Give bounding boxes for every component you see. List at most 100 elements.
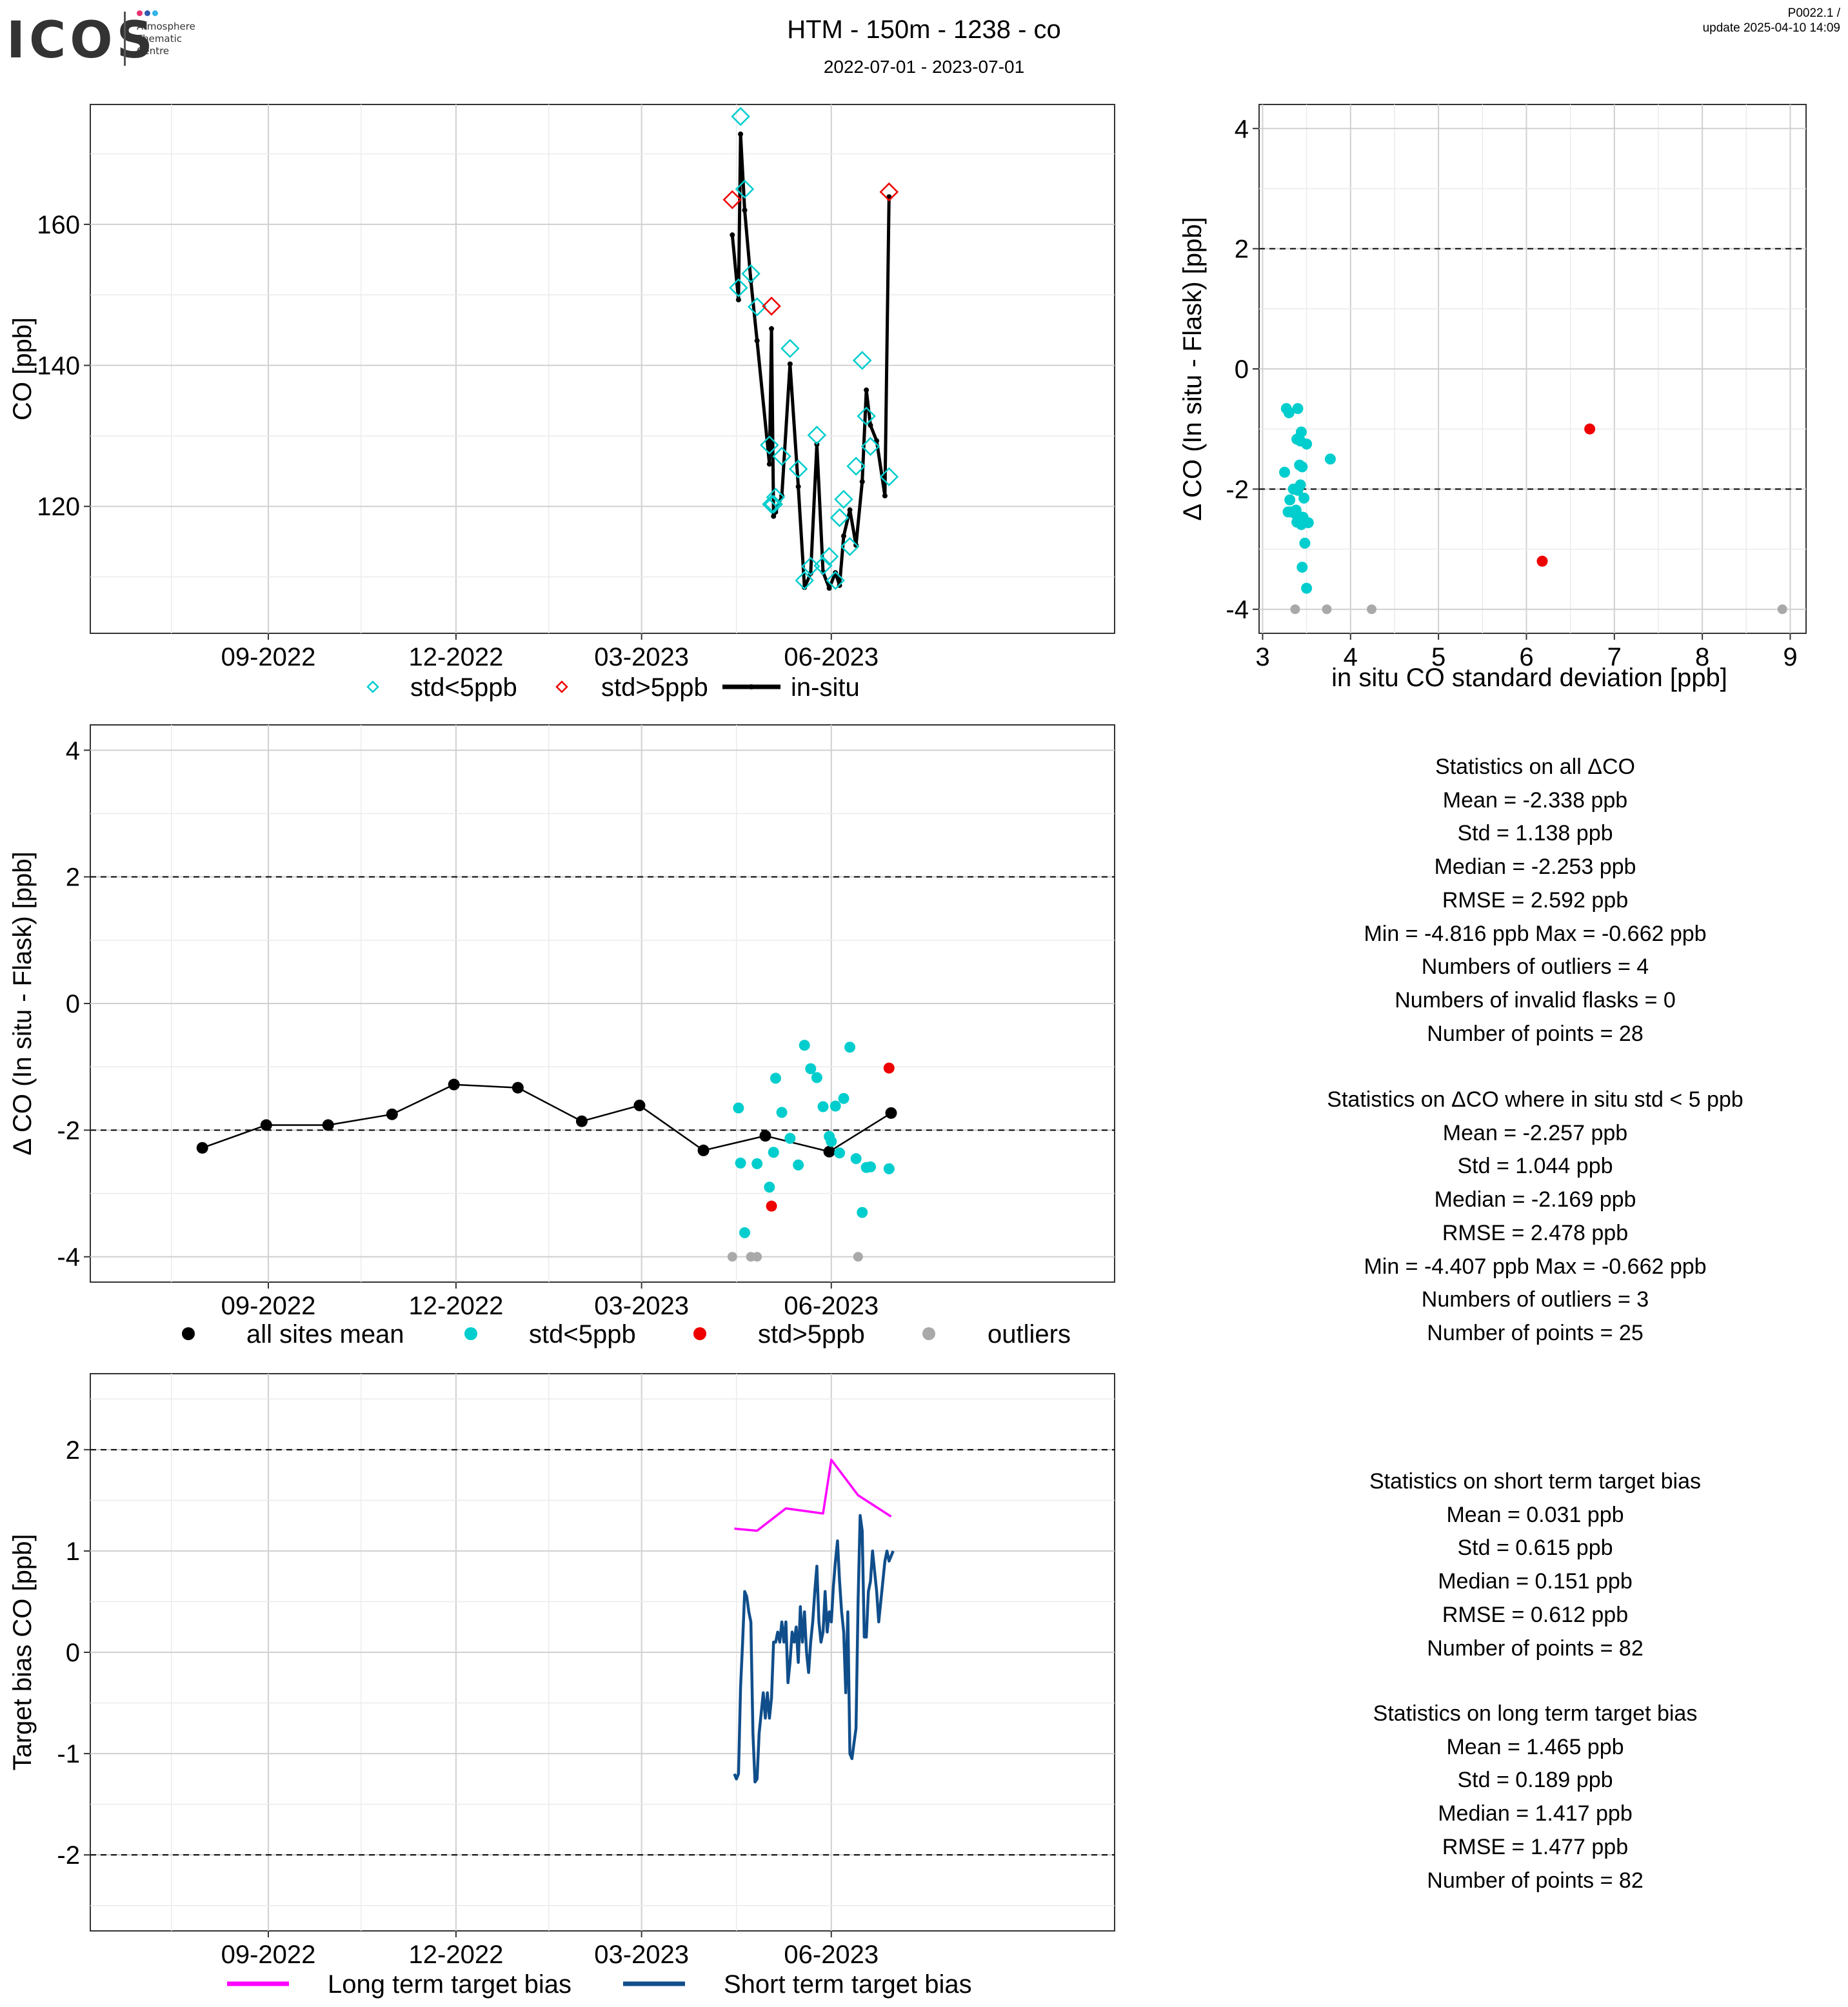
x-tick-label: 09-2022 [221, 1941, 316, 1969]
insitu-point [826, 586, 832, 591]
flask-std-gt5-marker [762, 296, 781, 316]
flask-std-lt5-marker [852, 351, 872, 370]
stats-all: Statistics on all ΔCO Mean = -2.338 ppb St… [1213, 751, 1848, 1051]
stats-std-lt5-line: RMSE = 2.478 ppb [1442, 1220, 1629, 1245]
long-term-bias-line [734, 1458, 892, 1532]
y-tick-label: 140 [37, 352, 80, 381]
product-code: P0022.1 / [1787, 6, 1840, 20]
all-sites-mean-point [697, 1144, 710, 1156]
stats-long-term: Statistics on long term target bias Mean … [1213, 1697, 1848, 1897]
plot-panel [90, 104, 1115, 634]
outlier-point [752, 1252, 762, 1262]
legend-key-std-lt5 [464, 1327, 477, 1340]
logo-subtitle-line: Centre [137, 45, 170, 57]
legend-key-insitu-point [749, 684, 754, 689]
std-gt5-point [766, 1200, 777, 1212]
y-axis-label: CO [ppb] [8, 317, 37, 420]
std-lt5-point [1295, 435, 1306, 447]
stats-short-term-line: RMSE = 0.612 ppb [1442, 1602, 1629, 1627]
x-tick-label: 03-2023 [594, 1292, 689, 1320]
flask-std-lt5-marker [729, 278, 748, 298]
std-lt5-point [751, 1158, 763, 1169]
std-lt5-point [1292, 403, 1304, 414]
legend-key-std-gt5 [693, 1327, 706, 1340]
outlier-point [727, 1252, 737, 1262]
insitu-point [771, 513, 777, 519]
all-sites-mean-point [260, 1119, 272, 1131]
std-lt5-point [784, 1132, 796, 1144]
flask-std-lt5-marker [860, 437, 880, 457]
flask-std-lt5-marker [741, 264, 760, 284]
stats-all-line: Std = 1.138 ppb [1457, 821, 1613, 846]
legend-label: std<5ppb [410, 673, 517, 702]
legend-label: std>5ppb [601, 673, 708, 702]
std-lt5-point [844, 1042, 856, 1053]
flask-std-gt5-marker [722, 190, 742, 210]
legend-label: in-situ [791, 673, 860, 702]
logo-text: ICOS [6, 12, 157, 70]
y-tick-label: 120 [37, 493, 80, 521]
flask-std-lt5-marker [735, 179, 755, 199]
y-axis-label: Δ CO (In situ - Flask) [ppb] [1178, 217, 1207, 520]
y-tick-label: 2 [66, 864, 80, 892]
short-term-bias-line [733, 1514, 895, 1784]
outlier-point [1777, 604, 1787, 615]
stats-short-term-title: Statistics on short term target bias [1369, 1469, 1701, 1494]
y-tick-label: 1 [66, 1537, 80, 1566]
std-lt5-point [799, 1040, 810, 1051]
insitu-point [754, 338, 760, 344]
y-axis-label: Δ CO (In situ - Flask) [ppb] [8, 851, 37, 1155]
flask-std-lt5-marker [788, 459, 808, 479]
x-tick-label: 09-2022 [221, 1292, 316, 1320]
flask-std-lt5-marker [762, 495, 781, 514]
logo-subtitle-line: Atmosphere [137, 21, 195, 32]
stats-std-lt5-line: Numbers of outliers = 3 [1421, 1287, 1649, 1312]
logo-dot-1 [137, 10, 143, 16]
std-lt5-point [1297, 562, 1308, 573]
x-axis-label: in situ CO standard deviation [ppb] [1331, 664, 1727, 692]
y-tick-label: 2 [1235, 235, 1249, 264]
flask-std-lt5-marker [826, 571, 845, 590]
x-tick-label: 3 [1255, 643, 1269, 671]
std-lt5-point [817, 1101, 829, 1112]
y-tick-label: 0 [66, 990, 80, 1018]
y-tick-label: 2 [66, 1436, 80, 1465]
std-lt5-point [776, 1107, 788, 1118]
std-gt5-point [1584, 423, 1596, 435]
outlier-point [1290, 604, 1300, 615]
all-sites-mean-point [759, 1130, 771, 1142]
all-sites-mean-point [386, 1108, 398, 1120]
logo-dots [137, 0, 163, 19]
flask-std-lt5-marker [879, 467, 899, 487]
logo-dot-3 [152, 10, 158, 16]
x-tick-label: 4 [1344, 643, 1358, 671]
std-lt5-point [834, 1147, 846, 1159]
flask-std-lt5-marker [846, 457, 866, 476]
insitu-point [868, 422, 873, 428]
insitu-point [748, 278, 754, 284]
x-tick-label: 03-2023 [594, 1941, 689, 1969]
std-lt5-point [1289, 508, 1300, 519]
logo-subtitle-line: Thematic [137, 33, 182, 44]
y-tick-label: -4 [1226, 596, 1249, 624]
all-sites-mean-point [633, 1100, 646, 1112]
flask-std-lt5-marker [840, 537, 860, 557]
flask-std-lt5-marker [772, 446, 791, 466]
x-tick-label: 6 [1519, 643, 1533, 671]
flask-std-lt5-marker [813, 556, 833, 575]
logo-divider [124, 12, 126, 66]
logo-subtitle: Atmosphere Thematic Centre [137, 21, 195, 57]
std-lt5-point [1324, 453, 1336, 465]
x-tick-label: 12-2022 [409, 643, 504, 671]
x-tick-label: 12-2022 [409, 1292, 504, 1320]
stats-all-line: Mean = -2.338 ppb [1442, 787, 1628, 813]
x-tick-label: 5 [1431, 643, 1446, 671]
stats-all-line: Numbers of invalid flasks = 0 [1395, 987, 1676, 1013]
x-tick-label: 06-2023 [784, 643, 879, 671]
y-axis-label: Target bias CO [ppb] [8, 1534, 37, 1771]
stats-all-line: Min = -4.816 ppb Max = -0.662 ppb [1364, 921, 1707, 946]
legend-label: std<5ppb [529, 1320, 636, 1349]
flask-std-lt5-marker [857, 406, 876, 426]
flask-std-lt5-marker [830, 508, 849, 528]
flask-std-lt5-marker [747, 297, 767, 317]
